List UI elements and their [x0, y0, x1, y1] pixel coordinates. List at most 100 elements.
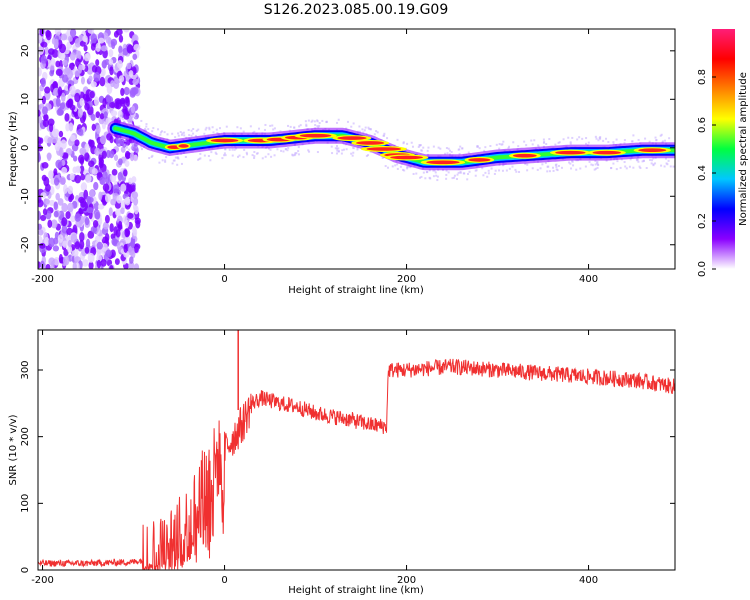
- spectrogram-noise-blob: [131, 87, 139, 95]
- spectrogram-halo-dot: [591, 164, 594, 167]
- colorbar-tick-label: 0.2: [697, 213, 708, 229]
- spectrogram-halo-dot: [135, 151, 138, 154]
- colorbar-gradient: [712, 29, 735, 269]
- spectrogram-halo-dot: [596, 160, 599, 163]
- spectrogram-halo-dot: [461, 147, 464, 150]
- spectrogram-halo-dot: [160, 131, 163, 134]
- spectrogram-noise-blob: [81, 259, 89, 267]
- spectrogram-noise-blob: [58, 130, 64, 138]
- spectrogram-noise-blob: [48, 170, 54, 179]
- spectrogram-halo-dot: [632, 166, 635, 169]
- spectrogram-y-tick-label: 0: [20, 145, 31, 151]
- spectrogram-halo-dot: [560, 166, 563, 169]
- spectrogram-halo-dot: [659, 134, 662, 137]
- spectrogram-halo-dot: [171, 162, 174, 165]
- spectrogram-noise-blob: [87, 252, 95, 263]
- spectrogram-halo-dot: [375, 130, 378, 133]
- spectrogram-halo-dot: [346, 120, 349, 123]
- spectrogram-noise-blob: [96, 253, 103, 263]
- spectrogram-halo-dot: [428, 176, 431, 179]
- spectrogram-halo-dot: [363, 129, 366, 132]
- spectrogram-noise-blob: [95, 111, 101, 119]
- spectrogram-noise-blob: [67, 202, 74, 213]
- spectrogram-halo-dot: [174, 156, 177, 159]
- spectrogram-noise-blob: [101, 243, 108, 252]
- spectrogram-halo-dot: [642, 159, 645, 162]
- spectrogram-noise-blob: [95, 42, 101, 52]
- spectrogram-halo-dot: [623, 139, 626, 142]
- spectrogram-halo-dot: [140, 145, 143, 148]
- spectrogram-halo-dot: [345, 148, 348, 151]
- spectrogram-halo-dot: [383, 134, 386, 137]
- spectrogram-noise-blob: [93, 181, 99, 191]
- spectrogram-halo-dot: [287, 124, 290, 127]
- spectrogram-halo-dot: [596, 162, 599, 165]
- spectrogram-halo-dot: [500, 143, 503, 146]
- spectrogram-halo-dot: [384, 165, 387, 168]
- spectrogram-noise-blob: [127, 212, 134, 219]
- spectrogram-halo-dot: [144, 127, 147, 130]
- spectrogram-noise-blob: [38, 67, 42, 77]
- spectrogram-halo-dot: [644, 137, 647, 140]
- spectrogram-y-tick-label: -10: [20, 188, 31, 204]
- spectrogram-halo-dot: [208, 126, 211, 129]
- spectrogram-halo-dot: [367, 154, 370, 157]
- spectrogram-noise-blob: [48, 257, 56, 266]
- spectrogram-noise-blob: [109, 265, 114, 269]
- spectrogram-halo-dot: [624, 165, 627, 168]
- spectrogram-halo-dot: [190, 134, 193, 137]
- spectrogram-halo-dot: [317, 126, 320, 129]
- spectrogram-halo-dot: [233, 148, 236, 151]
- spectrogram-halo-dot: [459, 171, 462, 174]
- spectrogram-halo-dot: [594, 160, 597, 163]
- spectrogram-halo-dot: [597, 164, 600, 167]
- spectrogram-noise-blob: [85, 174, 92, 184]
- spectrogram-noise-blob: [128, 261, 135, 269]
- spectrogram-noise-blob: [59, 176, 66, 185]
- spectrogram-halo-dot: [515, 170, 518, 173]
- spectrogram-halo-dot: [150, 155, 153, 158]
- spectrogram-noise-blob: [106, 149, 111, 159]
- spectrogram-noise-blob: [84, 247, 90, 254]
- spectrogram-noise-blob: [113, 154, 119, 161]
- spectrogram-noise-blob: [129, 256, 134, 264]
- spectrogram-halo-dot: [207, 155, 210, 158]
- spectrogram-noise-blob: [67, 245, 73, 254]
- spectrogram-noise-blob: [54, 29, 62, 36]
- spectrogram-noise-blob: [86, 195, 92, 204]
- spectrogram-halo-dot: [436, 175, 439, 178]
- spectrogram-noise-blob: [47, 219, 53, 228]
- spectrogram-noise-blob: [98, 157, 104, 166]
- spectrogram-halo-dot: [481, 167, 484, 170]
- spectrogram-halo-dot: [148, 157, 151, 160]
- spectrogram-noise-blob: [112, 184, 120, 194]
- spectrogram-noise-blob: [90, 81, 97, 88]
- spectrogram-halo-dot: [548, 138, 551, 141]
- spectrogram-noise-blob: [124, 160, 130, 168]
- spectrogram-halo-dot: [526, 163, 529, 166]
- spectrogram-noise-blob: [68, 195, 73, 203]
- spectrogram-halo-dot: [311, 119, 314, 122]
- spectrogram-noise-blob: [64, 112, 70, 122]
- spectrogram-halo-dot: [447, 171, 450, 174]
- spectrogram-halo-dot: [350, 125, 353, 128]
- spectrogram-noise-blob: [132, 78, 139, 86]
- spectrogram-noise-blob: [38, 229, 44, 236]
- spectrogram-halo-dot: [494, 169, 497, 172]
- spectrogram-noise-blob: [133, 44, 141, 51]
- spectrogram-noise-blob: [80, 182, 88, 192]
- spectrogram-halo-dot: [652, 164, 655, 167]
- spectrogram-halo-dot: [161, 130, 164, 133]
- spectrogram-noise-blob: [43, 113, 49, 122]
- spectrogram-halo-dot: [445, 147, 448, 150]
- spectrogram-halo-dot: [364, 126, 367, 129]
- spectrogram-halo-dot: [588, 160, 591, 163]
- spectrogram-halo-dot: [294, 152, 297, 155]
- spectrogram-halo-dot: [511, 165, 514, 168]
- spectrogram-noise-blob: [50, 58, 56, 66]
- spectrogram-noise-blob: [96, 124, 101, 135]
- spectrogram-halo-dot: [664, 157, 667, 160]
- spectrogram-noise-blob: [57, 86, 63, 97]
- spectrogram-noise-blob: [69, 29, 77, 38]
- spectrogram-halo-dot: [453, 176, 456, 179]
